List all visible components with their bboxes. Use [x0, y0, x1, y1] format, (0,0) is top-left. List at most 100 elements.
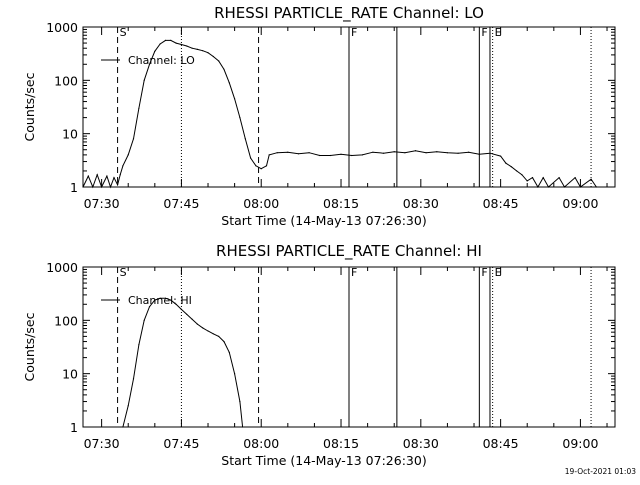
data-point	[196, 323, 198, 325]
data-point	[218, 60, 220, 62]
x-tick-label: 08:45	[483, 436, 519, 451]
series-line	[82, 39, 597, 189]
data-point	[526, 180, 528, 182]
data-point	[297, 153, 300, 155]
x-tick-label: 09:00	[562, 436, 598, 451]
data-point	[218, 335, 220, 337]
data-point	[521, 174, 523, 176]
data-point	[191, 318, 193, 320]
data-point	[234, 373, 236, 375]
y-tick-label: 1000	[46, 20, 78, 35]
data-point	[505, 162, 507, 164]
data-point	[143, 79, 145, 81]
y-tick-label: 1	[70, 420, 78, 435]
data-point	[361, 154, 363, 156]
data-point	[510, 166, 512, 168]
data-point	[117, 184, 119, 186]
data-point	[239, 401, 241, 403]
data-point	[372, 151, 374, 153]
data-point	[180, 43, 182, 46]
x-tick-label: 08:15	[323, 196, 359, 211]
data-point	[276, 152, 278, 154]
data-point	[234, 98, 236, 100]
chart-title: RHESSI PARTICLE_RATE Channel: HI	[216, 242, 482, 261]
data-point	[228, 351, 230, 353]
data-point	[92, 186, 94, 188]
data-point	[127, 154, 129, 156]
data-point	[242, 426, 244, 428]
data-point	[563, 186, 566, 188]
data-point	[425, 152, 427, 154]
data-point	[196, 48, 198, 51]
data-point	[319, 154, 321, 157]
data-point	[590, 178, 592, 180]
data-point	[265, 165, 268, 167]
data-point	[186, 313, 188, 315]
data-point	[255, 165, 257, 167]
data-point	[207, 52, 209, 54]
x-tick-label: 07:30	[84, 196, 120, 211]
event-flag-label: F	[481, 26, 487, 39]
data-point	[329, 154, 331, 157]
data-point	[287, 151, 289, 153]
event-flag-label: F	[351, 266, 357, 279]
event-flag-label: E	[495, 266, 502, 279]
data-point	[175, 303, 177, 305]
data-point	[148, 306, 151, 308]
data-point	[96, 174, 98, 176]
y-tick-label: 10	[62, 127, 78, 142]
data-point	[180, 308, 182, 310]
event-flag-label: F	[481, 266, 487, 279]
y-tick-label: 1	[70, 180, 78, 195]
data-point	[404, 152, 406, 154]
data-point	[101, 186, 103, 188]
data-point	[531, 177, 534, 179]
data-point	[393, 151, 395, 153]
data-point	[113, 177, 115, 179]
data-point	[170, 299, 172, 301]
y-axis-label: Counts/sec	[22, 72, 37, 141]
data-point	[595, 186, 598, 188]
data-point	[244, 138, 246, 140]
data-point	[106, 175, 108, 177]
x-tick-label: 08:00	[243, 436, 279, 451]
data-point	[212, 55, 214, 58]
y-tick-label: 10	[62, 367, 78, 382]
data-point	[186, 45, 188, 47]
data-point	[109, 186, 112, 188]
data-point	[148, 63, 151, 65]
data-point	[143, 319, 145, 321]
legend-entry: Channel: HI	[128, 294, 192, 307]
data-point	[207, 330, 209, 332]
data-point	[574, 177, 576, 179]
x-tick-label: 08:30	[403, 196, 439, 211]
data-point	[119, 174, 121, 176]
data-point	[138, 107, 140, 109]
data-point	[268, 154, 270, 156]
data-point	[122, 426, 124, 428]
data-point	[250, 157, 252, 159]
data-point	[340, 153, 342, 155]
data-point	[457, 152, 459, 154]
data-point	[82, 186, 84, 188]
data-point	[202, 327, 204, 329]
data-point	[414, 150, 417, 152]
x-tick-label: 08:30	[403, 436, 439, 451]
event-flag-label: F	[351, 26, 357, 39]
data-point	[351, 154, 353, 157]
data-point	[579, 186, 582, 188]
event-flag-label: S	[120, 266, 127, 279]
x-tick-label: 08:45	[483, 196, 519, 211]
data-point	[228, 82, 230, 84]
x-tick-label: 07:45	[163, 436, 199, 451]
x-tick-label: 09:00	[562, 196, 598, 211]
data-point	[191, 47, 193, 49]
data-point	[500, 155, 502, 157]
event-flag-label: S	[120, 26, 127, 39]
data-point	[159, 43, 161, 45]
legend-entry: Channel: LO	[128, 54, 195, 67]
data-point	[223, 341, 225, 343]
chart-title: RHESSI PARTICLE_RATE Channel: LO	[214, 4, 484, 23]
data-point	[127, 405, 129, 407]
data-point	[175, 42, 177, 44]
